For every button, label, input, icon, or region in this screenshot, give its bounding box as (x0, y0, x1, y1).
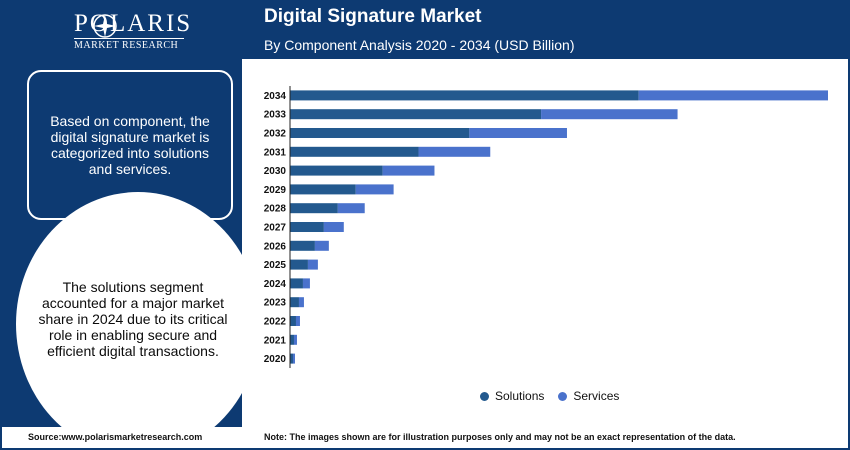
legend-swatch-solutions (480, 391, 489, 401)
tick-label-2026: 2026 (264, 241, 287, 252)
bar-solutions-2032 (290, 128, 470, 138)
brand-divider (74, 38, 184, 39)
bar-solutions-2025 (290, 259, 308, 270)
bar-solutions-2033 (290, 109, 542, 120)
tick-label-2029: 2029 (264, 185, 287, 196)
left-panel: POLARIS MARKET RESEARCH Based on compone… (2, 2, 242, 427)
legend-item-solutions: Solutions (480, 389, 544, 403)
bar-solutions-2031 (290, 146, 419, 157)
legend-label-solutions: Solutions (495, 389, 545, 403)
bar-solutions-2030 (290, 165, 383, 176)
tick-label-2020: 2020 (264, 354, 287, 365)
tick-label-2032: 2032 (264, 129, 287, 140)
bar-services-2031 (418, 146, 491, 157)
disclaimer-note: Note: The images shown are for illustrat… (264, 432, 736, 442)
tick-label-2022: 2022 (264, 317, 287, 328)
legend-swatch-services (558, 391, 568, 401)
decorative-curve (16, 192, 242, 427)
bar-solutions-2022 (290, 316, 296, 326)
tick-label-2030: 2030 (264, 166, 287, 177)
bar-services-2030 (382, 165, 435, 176)
tick-label-2034: 2034 (264, 91, 287, 102)
bar-solutions-2023 (290, 297, 299, 308)
bar-services-2025 (307, 259, 318, 270)
info-box-text: Based on component, the digital signatur… (50, 113, 210, 177)
bar-solutions-2026 (290, 240, 315, 251)
info-box: Based on component, the digital signatur… (27, 70, 233, 220)
bar-services-2024 (302, 278, 310, 289)
bar-solutions-2027 (290, 222, 324, 232)
bar-services-2021 (293, 334, 297, 345)
chart-title: Digital Signature Market (264, 6, 482, 27)
tick-label-2028: 2028 (264, 204, 287, 215)
brand-name: POLARIS (74, 10, 193, 37)
legend-item-services: Services (558, 389, 619, 403)
bar-services-2032 (469, 128, 567, 138)
chart-legend: Solutions Services (480, 389, 619, 403)
tick-label-2027: 2027 (264, 223, 287, 234)
chart-subtitle: By Component Analysis 2020 - 2034 (USD B… (264, 37, 575, 53)
bar-solutions-2024 (290, 278, 303, 289)
circle-bubble (16, 192, 242, 427)
tick-label-2033: 2033 (264, 110, 287, 121)
bar-services-2022 (295, 316, 300, 326)
bar-services-2023 (298, 297, 304, 308)
bar-chart: 2034 2033 2032 2031 2030 2029 2028 2027 2026 2025… (264, 86, 828, 368)
bar-services-2029 (355, 184, 394, 195)
bar-solutions-2028 (290, 203, 338, 214)
tick-label-2031: 2031 (264, 147, 287, 158)
source-credit: Source:www.polarismarketresearch.com (28, 432, 203, 442)
header-bar (242, 2, 848, 59)
brand-tagline: MARKET RESEARCH (74, 40, 179, 51)
circle-callout: The solutions segment accounted for a ma… (38, 254, 228, 384)
bar-services-2033 (541, 109, 678, 120)
bar-services-2026 (314, 240, 329, 251)
bar-services-2027 (323, 222, 344, 232)
bar-solutions-2021 (290, 334, 294, 345)
legend-label-services: Services (573, 389, 620, 403)
bar-services-2020 (292, 353, 295, 364)
compass-star-icon (93, 14, 117, 38)
bar-solutions-2029 (290, 184, 356, 195)
tick-label-2025: 2025 (264, 260, 287, 271)
bar-solutions-2020 (290, 353, 293, 364)
tick-label-2021: 2021 (264, 335, 287, 346)
circle-callout-text: The solutions segment accounted for a ma… (38, 279, 228, 359)
tick-label-2024: 2024 (264, 279, 287, 290)
bar-solutions-2034 (290, 90, 639, 101)
bar-services-2034 (638, 90, 828, 101)
tick-label-2023: 2023 (264, 298, 287, 309)
bar-services-2028 (337, 203, 365, 214)
